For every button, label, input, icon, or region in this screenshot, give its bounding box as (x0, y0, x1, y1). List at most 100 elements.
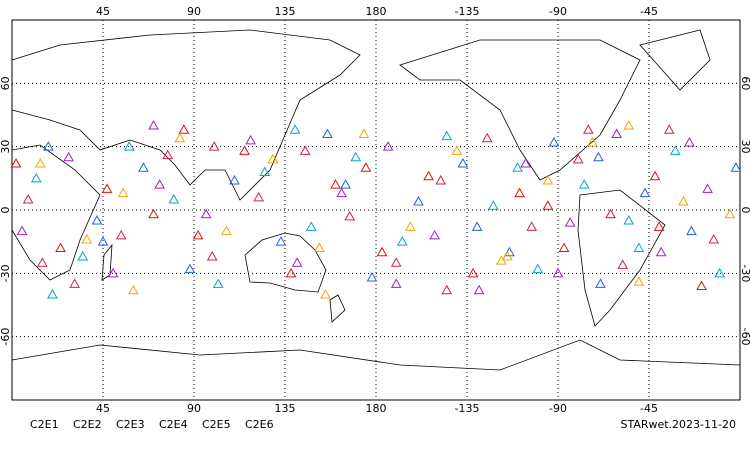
triangle-marker (360, 162, 372, 172)
triangle-marker (123, 141, 135, 151)
triangle-marker (684, 136, 695, 147)
triangle-marker (206, 250, 218, 261)
triangle-marker (36, 257, 48, 267)
x-tick-label: -135 (455, 402, 480, 415)
triangle-marker (564, 217, 576, 227)
triangle-marker (467, 267, 479, 278)
triangle-marker (542, 174, 554, 185)
triangle-marker (708, 234, 720, 244)
triangle-marker (582, 124, 594, 134)
triangle-marker (229, 174, 240, 185)
triangle-marker (669, 145, 681, 155)
triangle-marker (487, 200, 499, 210)
y-tick-label: -60 (0, 328, 12, 346)
legend-entry: C2E5 (202, 418, 231, 431)
triangle-marker (299, 145, 311, 155)
triangle-marker (578, 179, 590, 189)
x-tick-label: 180 (366, 402, 387, 415)
triangle-marker (552, 267, 564, 278)
triangle-marker (663, 124, 675, 134)
x-tick-label: 135 (275, 402, 296, 415)
triangle-marker (101, 183, 113, 193)
triangle-marker (253, 191, 265, 202)
triangle-marker (322, 128, 333, 138)
triangle-marker (481, 132, 493, 143)
triangle-marker (259, 166, 271, 176)
triangle-marker (653, 221, 665, 231)
legend-entry: C2E4 (159, 418, 188, 431)
triangle-marker (208, 141, 220, 151)
series-group (22, 124, 720, 295)
triangle-marker (441, 284, 453, 295)
triangle-marker (532, 263, 544, 274)
x-tick-label: -90 (549, 402, 567, 415)
triangle-marker (376, 246, 388, 257)
triangle-marker (623, 215, 635, 225)
triangle-marker (390, 257, 402, 267)
triangle-marker (623, 120, 635, 130)
triangle-marker (593, 151, 604, 162)
triangle-marker (611, 128, 622, 138)
triangle-marker (22, 193, 34, 204)
triangle-marker (678, 196, 689, 206)
triangle-marker (344, 210, 356, 221)
triangle-marker (63, 151, 74, 162)
triangle-marker (617, 259, 629, 269)
triangle-marker (138, 162, 149, 172)
triangle-marker (285, 267, 297, 278)
triangle-marker (55, 242, 66, 252)
x-tick-label: 90 (187, 402, 201, 415)
triangle-marker (212, 278, 224, 288)
triangle-marker (178, 124, 190, 134)
y-tick-label: 60 (0, 76, 12, 90)
coastlines (11, 29, 741, 371)
triangle-marker (10, 158, 22, 168)
triangle-marker (16, 225, 28, 236)
legend-entry: C2E1 (30, 418, 59, 431)
x-tick-label: -45 (640, 402, 658, 415)
triangle-marker (245, 134, 256, 145)
triangle-marker (548, 136, 560, 147)
triangle-marker (423, 170, 434, 181)
triangle-marker (714, 267, 726, 278)
triangle-marker (97, 236, 109, 246)
y-tick-label: 30 (739, 140, 750, 154)
x-tick-label: -90 (549, 5, 567, 18)
triangle-marker (633, 242, 645, 252)
series-group (10, 124, 707, 290)
triangle-marker (127, 284, 139, 295)
triangle-marker (520, 158, 531, 168)
triangle-marker (686, 225, 697, 236)
x-tick-label: 135 (275, 5, 296, 18)
triangle-marker (382, 141, 394, 151)
triangle-marker (696, 280, 707, 290)
triangle-marker (168, 193, 180, 204)
triangle-marker (81, 234, 93, 244)
triangle-marker (639, 187, 651, 198)
x-tick-label: 90 (187, 5, 201, 18)
triangle-marker (192, 229, 204, 240)
triangle-marker (457, 158, 469, 168)
y-tick-label: 0 (0, 207, 12, 214)
triangle-marker (115, 229, 127, 240)
triangle-marker (649, 170, 661, 181)
triangle-marker (291, 257, 303, 267)
triangle-marker (514, 187, 525, 198)
triangle-marker (275, 236, 287, 246)
series-group (34, 120, 736, 299)
triangle-marker (107, 267, 119, 278)
y-tick-label: 30 (0, 140, 12, 154)
triangle-marker (330, 179, 341, 189)
y-tick-label: 0 (739, 207, 750, 214)
triangle-marker (221, 225, 232, 236)
triangle-marker (47, 288, 58, 299)
triangle-marker (314, 242, 325, 252)
triangle-marker (587, 136, 598, 147)
y-tick-label: -30 (739, 264, 750, 282)
triangle-marker (117, 187, 129, 198)
triangle-marker (502, 250, 513, 261)
y-tick-label: 60 (739, 76, 750, 90)
triangle-marker (471, 221, 483, 231)
triangle-marker (77, 250, 89, 261)
triangle-marker (655, 246, 667, 257)
